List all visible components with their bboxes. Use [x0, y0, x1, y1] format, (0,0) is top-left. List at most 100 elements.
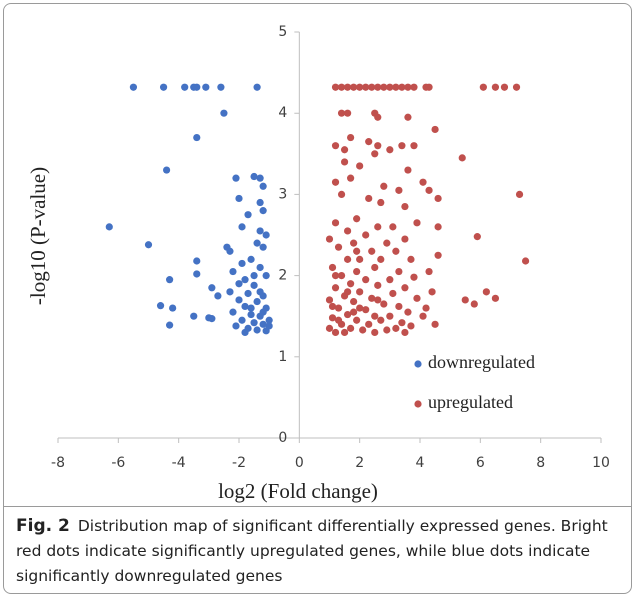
- point: [235, 280, 243, 288]
- point: [425, 83, 433, 91]
- point: [241, 276, 249, 284]
- point: [193, 270, 201, 278]
- point: [256, 263, 264, 272]
- y-tick-label: 2: [278, 268, 287, 284]
- legend-marker: [414, 400, 422, 408]
- legend-label: downregulated: [428, 352, 535, 372]
- point: [340, 158, 349, 166]
- point: [193, 257, 201, 265]
- point: [328, 302, 337, 311]
- point: [208, 284, 216, 292]
- point: [413, 294, 421, 302]
- point: [325, 296, 334, 304]
- point: [413, 219, 421, 227]
- point: [398, 319, 406, 327]
- point: [395, 302, 403, 311]
- x-tick-label: -4: [172, 455, 186, 471]
- point: [259, 182, 267, 190]
- point: [241, 302, 249, 311]
- x-tick-label: 4: [416, 455, 425, 471]
- point: [407, 255, 415, 263]
- point: [515, 190, 524, 198]
- point: [247, 310, 255, 319]
- point: [362, 83, 370, 91]
- point: [386, 276, 394, 284]
- point: [328, 263, 337, 272]
- point: [331, 83, 340, 91]
- chart: log2 (Fold change) -log10 (P-value) -8 -6…: [26, 24, 610, 503]
- point: [371, 328, 379, 337]
- point: [362, 231, 370, 239]
- point: [356, 83, 364, 91]
- point: [410, 142, 418, 150]
- point: [331, 328, 340, 337]
- point: [259, 320, 267, 328]
- point: [404, 308, 412, 316]
- point: [217, 83, 225, 91]
- point: [250, 319, 258, 327]
- point: [262, 231, 270, 239]
- point: [344, 310, 352, 319]
- point: [428, 288, 436, 296]
- point: [434, 251, 442, 259]
- point: [337, 109, 346, 117]
- point: [337, 272, 346, 280]
- point: [371, 150, 379, 158]
- point: [368, 247, 376, 255]
- point: [256, 227, 264, 235]
- x-tick-label: 8: [536, 455, 545, 471]
- point: [404, 166, 412, 174]
- point: [190, 312, 198, 320]
- point: [235, 296, 243, 304]
- point: [392, 83, 400, 91]
- point: [356, 162, 364, 170]
- point: [389, 223, 397, 231]
- point: [479, 83, 487, 91]
- point: [374, 223, 382, 231]
- point: [256, 174, 264, 182]
- point: [353, 267, 361, 276]
- point: [407, 322, 415, 330]
- point: [365, 194, 373, 203]
- point: [374, 296, 382, 304]
- point: [250, 281, 258, 289]
- point: [337, 83, 346, 91]
- point: [340, 328, 349, 337]
- point: [344, 288, 352, 296]
- point: [169, 304, 177, 312]
- point: [232, 174, 240, 182]
- point: [359, 326, 367, 334]
- point: [247, 304, 255, 312]
- point: [374, 83, 382, 91]
- point: [226, 247, 234, 255]
- point: [419, 312, 427, 320]
- point: [434, 194, 442, 203]
- point: [461, 296, 469, 304]
- point: [380, 182, 388, 190]
- point: [253, 83, 261, 91]
- legend-label: upregulated: [428, 392, 513, 412]
- point: [259, 308, 267, 316]
- point: [356, 288, 364, 296]
- point: [353, 215, 361, 223]
- x-axis-label: log2 (Fold change): [218, 479, 378, 503]
- point: [226, 288, 234, 296]
- point: [253, 326, 261, 334]
- point: [371, 263, 379, 272]
- point: [431, 125, 439, 134]
- point: [368, 83, 376, 91]
- x-tick-label: 2: [355, 455, 364, 471]
- point: [365, 138, 373, 146]
- point: [458, 154, 466, 162]
- point: [401, 328, 409, 337]
- point: [334, 316, 343, 324]
- y-axis-label: -log10 (P-value): [26, 167, 50, 305]
- point: [389, 289, 397, 298]
- caption-label: Fig. 2: [16, 516, 70, 536]
- point: [386, 83, 394, 91]
- point: [512, 83, 521, 91]
- point: [362, 306, 370, 314]
- point: [253, 239, 261, 247]
- point: [241, 328, 249, 337]
- point: [521, 257, 530, 265]
